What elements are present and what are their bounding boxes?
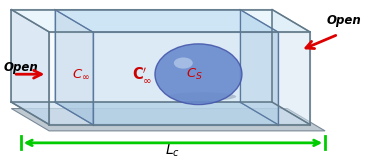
Ellipse shape — [168, 92, 236, 101]
Polygon shape — [55, 9, 93, 124]
Ellipse shape — [155, 44, 242, 104]
Polygon shape — [272, 9, 310, 124]
Polygon shape — [93, 32, 278, 124]
Text: Open: Open — [4, 61, 39, 74]
Polygon shape — [11, 9, 310, 32]
Text: Open: Open — [327, 14, 362, 27]
Polygon shape — [11, 9, 49, 124]
Text: $C_{\infty}$: $C_{\infty}$ — [72, 68, 90, 81]
Ellipse shape — [174, 57, 193, 69]
Polygon shape — [240, 9, 278, 124]
Polygon shape — [55, 102, 278, 124]
Text: $\mathbf{C}_{\infty}^{\prime}$: $\mathbf{C}_{\infty}^{\prime}$ — [132, 65, 152, 84]
Polygon shape — [49, 32, 310, 124]
Text: $L_c$: $L_c$ — [164, 143, 180, 159]
Polygon shape — [55, 9, 278, 32]
Text: $C_{S}$: $C_{S}$ — [186, 67, 203, 82]
Polygon shape — [11, 109, 325, 131]
Polygon shape — [11, 102, 310, 124]
